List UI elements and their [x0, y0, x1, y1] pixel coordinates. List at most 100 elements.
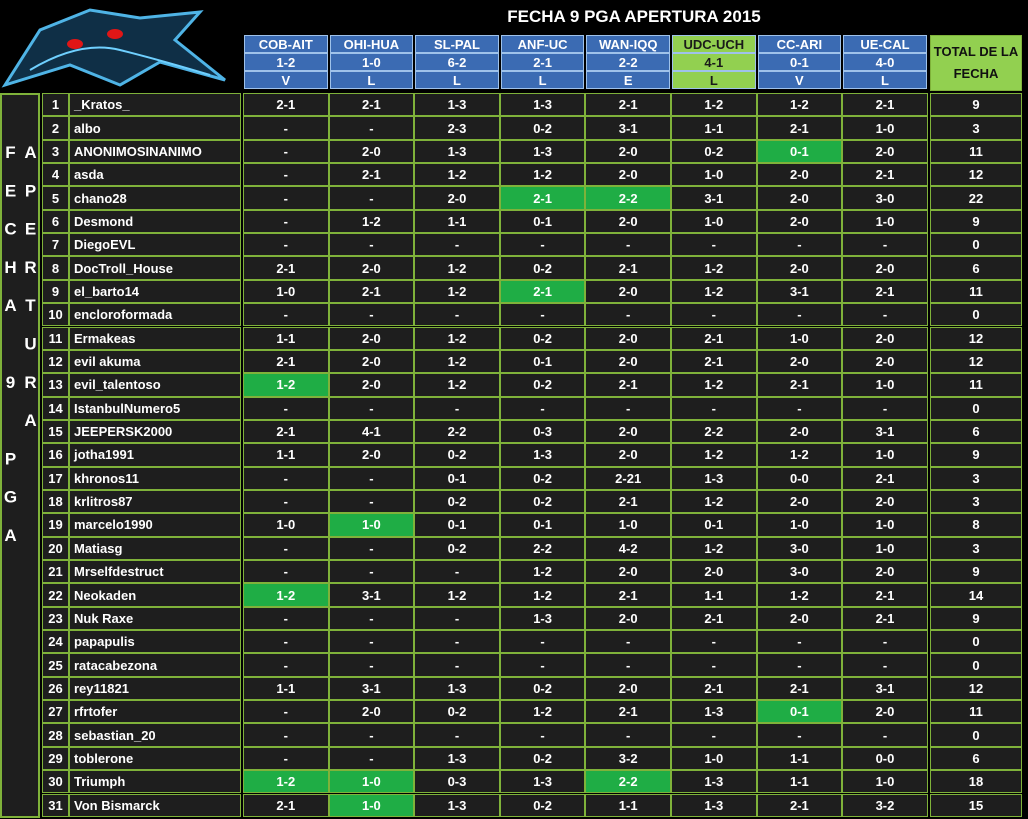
prediction: 1-2	[328, 209, 415, 234]
prediction: 2-0	[756, 419, 843, 444]
row-total: 22	[930, 186, 1022, 210]
title: FECHA 9 PGA APERTURA 2015	[507, 7, 761, 26]
prediction: -	[328, 630, 415, 654]
prediction: 2-0	[842, 700, 928, 724]
player-name: Von Bismarck	[69, 793, 241, 817]
row-total: 12	[930, 163, 1022, 187]
prediction: 3-2	[842, 793, 928, 817]
prediction: 2-1	[243, 256, 329, 280]
row-total: 11	[930, 279, 1022, 304]
prediction: -	[756, 303, 843, 327]
prediction: 2-0	[842, 560, 928, 584]
prediction: -	[499, 653, 586, 677]
row-total: 9	[930, 209, 1022, 234]
row-total: 3	[930, 536, 1022, 560]
prediction: -	[671, 396, 757, 420]
prediction: 2-0	[585, 139, 671, 164]
prediction: 1-0	[756, 513, 843, 537]
prediction: 3-1	[756, 279, 843, 304]
row-number: 7	[42, 233, 69, 257]
player-name: Mrselfdestruct	[69, 560, 241, 584]
prediction: 2-0	[328, 256, 415, 280]
prediction: 3-1	[328, 676, 415, 701]
prediction: -	[243, 233, 329, 257]
prediction: -	[414, 606, 500, 631]
prediction: 2-0	[328, 349, 415, 374]
prediction: 2-0	[842, 139, 928, 164]
prediction: 1-2	[414, 583, 500, 607]
row-total: 12	[930, 676, 1022, 701]
prediction: 2-1	[243, 349, 329, 374]
row-total: 0	[930, 396, 1022, 420]
prediction: 2-2	[414, 419, 500, 444]
prediction: 3-1	[328, 583, 415, 607]
row-total: 6	[930, 746, 1022, 771]
prediction: -	[328, 536, 415, 560]
prediction: -	[243, 186, 329, 210]
prediction: 1-2	[243, 373, 329, 397]
prediction: 2-0	[585, 419, 671, 444]
prediction: -	[842, 630, 928, 654]
prediction: 2-0	[328, 326, 415, 350]
match-name: ANF-UC	[500, 35, 585, 53]
prediction: 2-1	[842, 606, 928, 631]
prediction: 0-1	[499, 209, 586, 234]
prediction: 2-1	[328, 163, 415, 187]
prediction: -	[585, 723, 671, 747]
prediction: -	[414, 560, 500, 584]
prediction: 1-1	[243, 326, 329, 350]
prediction: 1-0	[243, 279, 329, 304]
prediction: 2-0	[414, 186, 500, 210]
row-number: 26	[42, 676, 69, 701]
prediction: -	[842, 723, 928, 747]
prediction: -	[328, 303, 415, 327]
prediction: 2-1	[756, 116, 843, 140]
row-number: 22	[42, 583, 69, 607]
row-total: 12	[930, 326, 1022, 350]
prediction: 2-1	[585, 93, 671, 117]
row-number: 5	[42, 186, 69, 210]
prediction: 1-3	[499, 770, 586, 794]
prediction: -	[328, 560, 415, 584]
prediction: -	[243, 466, 329, 490]
prediction: -	[842, 233, 928, 257]
row-total: 0	[930, 303, 1022, 327]
prediction: 3-2	[585, 746, 671, 771]
player-name: evil_talentoso	[69, 373, 241, 397]
prediction: -	[328, 489, 415, 514]
prediction: -	[756, 630, 843, 654]
prediction: 2-0	[585, 209, 671, 234]
prediction: 1-0	[842, 209, 928, 234]
row-number: 12	[42, 349, 69, 374]
prediction: 1-3	[671, 700, 757, 724]
prediction: 0-2	[499, 676, 586, 701]
prediction: 1-0	[328, 793, 415, 817]
player-name: DiegoEVL	[69, 233, 241, 257]
prediction: -	[585, 233, 671, 257]
match-name: OHI-HUA	[329, 35, 414, 53]
prediction: 2-1	[243, 419, 329, 444]
prediction: 0-2	[414, 700, 500, 724]
prediction: 2-0	[585, 326, 671, 350]
prediction: 2-0	[585, 606, 671, 631]
player-name: ratacabezona	[69, 653, 241, 677]
prediction: -	[414, 653, 500, 677]
row-total: 14	[930, 583, 1022, 607]
prediction: 0-2	[499, 466, 586, 490]
prediction: -	[243, 163, 329, 187]
prediction: 2-0	[756, 186, 843, 210]
prediction: -	[499, 630, 586, 654]
prediction: 0-0	[842, 746, 928, 771]
prediction: 1-2	[243, 583, 329, 607]
prediction: 3-0	[756, 560, 843, 584]
prediction: -	[243, 560, 329, 584]
match-name: UE-CAL	[843, 35, 927, 53]
row-number: 29	[42, 746, 69, 771]
prediction: 2-2	[585, 770, 671, 794]
match-name: UDC-UCH	[672, 35, 756, 53]
prediction: -	[243, 653, 329, 677]
row-total: 12	[930, 349, 1022, 374]
prediction: 2-0	[842, 256, 928, 280]
prediction: -	[328, 653, 415, 677]
prediction: -	[499, 303, 586, 327]
